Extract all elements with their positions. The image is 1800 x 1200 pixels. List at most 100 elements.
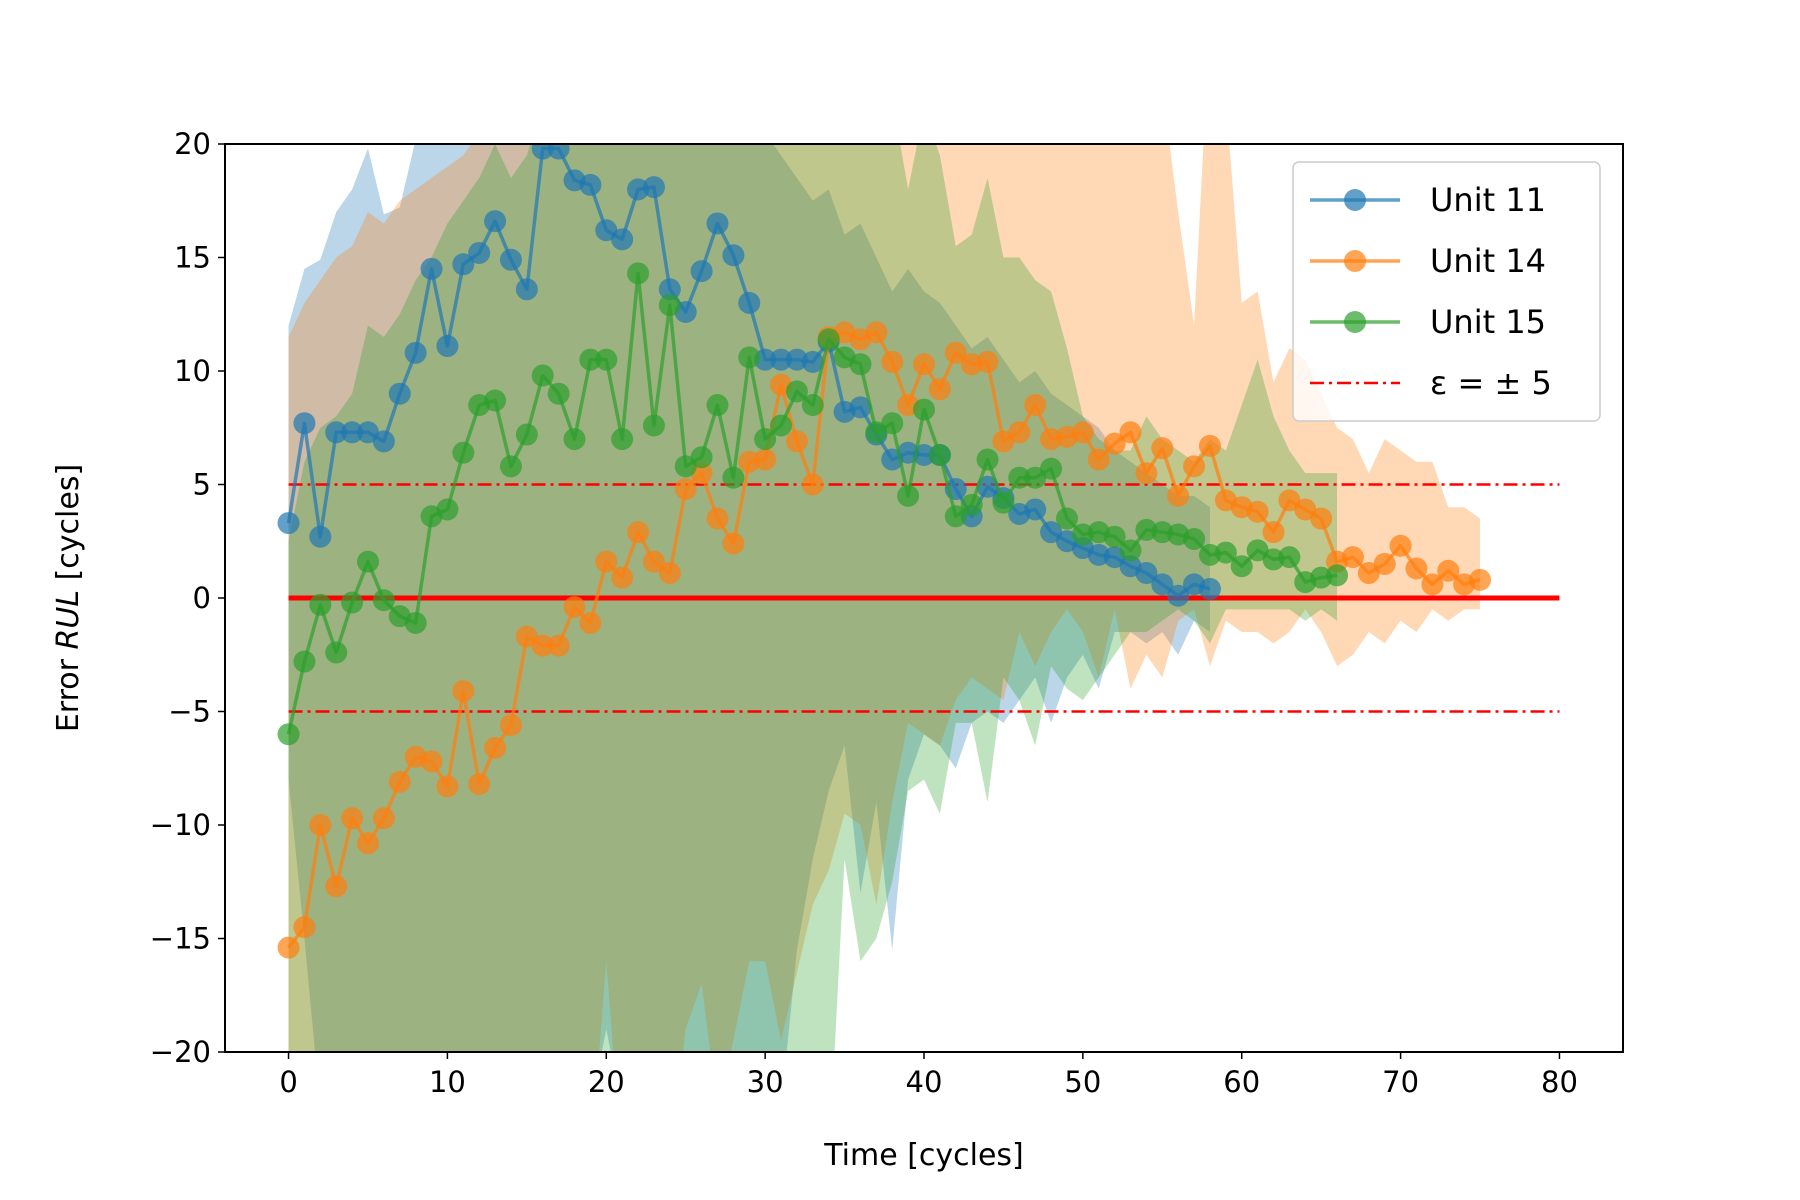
data-point: [420, 750, 443, 773]
data-point: [658, 562, 681, 585]
data-point: [595, 550, 618, 573]
data-point: [770, 414, 793, 437]
data-point: [658, 278, 681, 301]
data-point: [1103, 432, 1126, 455]
y-axis-label: Error RUL [cycles]: [51, 464, 86, 732]
data-point: [452, 680, 475, 703]
data-point: [341, 421, 364, 444]
data-point: [722, 244, 745, 267]
data-point: [372, 807, 395, 830]
x-tick-label: 10: [429, 1065, 466, 1099]
data-point: [531, 364, 554, 387]
data-point: [627, 521, 650, 544]
data-point: [992, 491, 1015, 514]
y-axis-label-prefix: Error: [51, 649, 86, 732]
data-point: [563, 428, 586, 451]
series-3: [277, 262, 1349, 746]
data-point: [690, 446, 713, 469]
y-axis-label-suffix: [cycles]: [51, 464, 86, 590]
data-point: [1278, 546, 1301, 569]
data-point: [436, 335, 459, 358]
data-point: [579, 611, 602, 634]
y-tick-label: −5: [168, 695, 211, 729]
data-point: [897, 484, 920, 507]
data-point: [706, 394, 729, 417]
data-point: [388, 770, 411, 793]
data-point: [928, 443, 951, 466]
data-point: [642, 414, 665, 437]
data-point: [1135, 562, 1158, 585]
data-point: [436, 498, 459, 521]
data-point: [293, 650, 316, 673]
data-point: [849, 353, 872, 376]
data-point: [976, 350, 999, 373]
data-point: [611, 228, 634, 251]
data-point: [388, 382, 411, 405]
data-point: [356, 832, 379, 855]
data-point: [960, 493, 983, 516]
data-point: [785, 430, 808, 453]
data-point: [499, 455, 522, 478]
data-point: [1389, 534, 1412, 557]
data-point: [611, 428, 634, 451]
data-point: [770, 348, 793, 371]
data-point: [531, 634, 554, 657]
data-point: [1341, 546, 1364, 569]
data-point: [706, 507, 729, 530]
data-point: [1405, 557, 1428, 580]
data-point: [801, 394, 824, 417]
data-point: [1469, 568, 1492, 591]
data-point: [1262, 521, 1285, 544]
y-tick-label: 15: [174, 241, 211, 275]
data-point: [468, 773, 491, 796]
data-point: [293, 916, 316, 939]
y-axis-label-rul: RUL: [51, 590, 86, 650]
y-tick-label: 10: [174, 354, 211, 388]
data-point: [499, 248, 522, 271]
data-point: [1024, 394, 1047, 417]
legend: Unit 11 Unit 14 Unit 15 ε = ± 5: [1292, 161, 1601, 422]
data-point: [1183, 455, 1206, 478]
data-point: [785, 380, 808, 403]
data-point: [1373, 552, 1396, 575]
data-point: [754, 448, 777, 471]
y-tick-label: 5: [193, 468, 211, 502]
data-point: [579, 173, 602, 196]
data-point: [849, 396, 872, 419]
data-point: [1167, 484, 1190, 507]
data-point: [690, 260, 713, 283]
data-point: [944, 341, 967, 364]
reference-lines: [288, 483, 1560, 713]
data-point: [913, 353, 935, 376]
data-point: [1437, 559, 1460, 582]
data-point: [547, 144, 570, 160]
data-point: [801, 350, 824, 373]
data-point: [865, 321, 888, 344]
x-tick-label: 40: [906, 1065, 943, 1099]
series-2: [277, 321, 1492, 959]
data-point: [1167, 584, 1190, 607]
data-point: [722, 466, 745, 489]
y-axis: −20 −15 −10 −5 0 5 10 15 20: [150, 127, 225, 1069]
data-point: [341, 807, 364, 830]
y-tick-label: −15: [150, 922, 211, 956]
data-point: [913, 443, 935, 466]
data-point: [1119, 421, 1142, 444]
x-tick-label: 60: [1223, 1065, 1260, 1099]
legend-marker-series-3: [1344, 311, 1366, 333]
data-point: [1119, 539, 1142, 562]
x-tick-label: 80: [1541, 1065, 1578, 1099]
x-tick-label: 70: [1382, 1065, 1419, 1099]
data-point: [674, 478, 697, 501]
data-point: [976, 448, 999, 471]
data-point: [515, 278, 538, 301]
data-point: [1135, 462, 1158, 485]
data-point: [944, 505, 967, 528]
data-point: [738, 346, 761, 369]
data-point: [1198, 577, 1221, 600]
data-point: [468, 241, 491, 264]
data-point: [1103, 525, 1126, 548]
legend-label-series-3: Unit 15: [1430, 303, 1546, 341]
data-point: [1008, 466, 1031, 489]
data-point: [1214, 541, 1237, 564]
